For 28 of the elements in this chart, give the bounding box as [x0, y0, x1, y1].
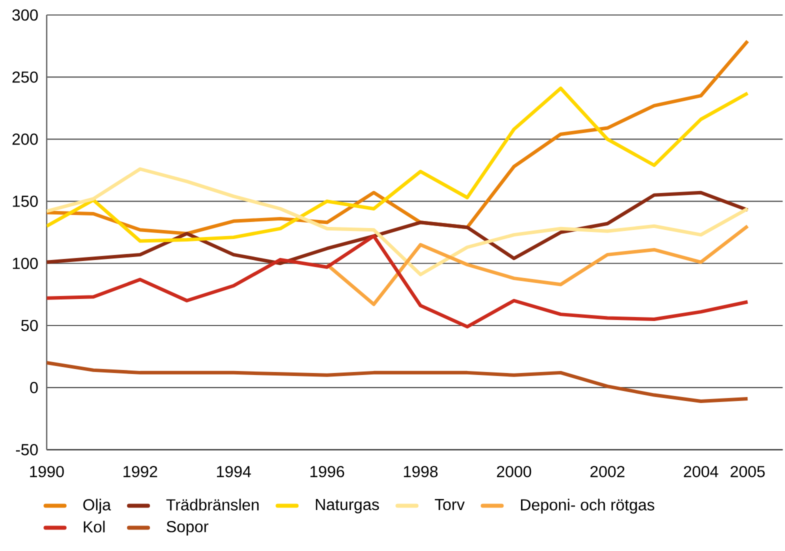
x-tick-label: 1994	[217, 466, 251, 478]
line-series	[46, 234, 750, 328]
x-tick-label: 1998	[404, 466, 438, 478]
legend-label: Torv	[434, 499, 465, 510]
line-series	[46, 86, 750, 243]
y-tick-label: 100	[12, 258, 38, 270]
x-tick-label: 1992	[124, 466, 158, 478]
x-tick-label: 2000	[496, 466, 532, 478]
y-tick-label: 0	[30, 382, 38, 394]
x-tick-label: 1996	[310, 466, 344, 478]
y-tick-label: 150	[12, 196, 38, 207]
legend-label: Olja	[83, 498, 111, 514]
legend-label: Sopor	[166, 520, 208, 536]
y-tick-label: -50	[16, 444, 38, 456]
legend-label: Naturgas	[316, 499, 379, 514]
y-tick-label: 250	[12, 71, 38, 83]
y-tick-label: 200	[12, 134, 38, 145]
line-series	[325, 224, 750, 306]
legend-label: Trädbränslen	[166, 498, 259, 510]
x-tick-label: 2004	[684, 466, 718, 478]
x-tick-label: 1990	[30, 466, 64, 478]
y-tick-label: 300	[12, 9, 38, 21]
line-series	[46, 167, 750, 276]
legend-label: Deponi- och rötgas	[521, 498, 654, 514]
x-tick-label: 2005	[730, 466, 765, 478]
legend-label: Kol	[84, 520, 105, 532]
y-tick-label: 50	[21, 320, 38, 332]
x-tick-label: 2002	[590, 466, 624, 478]
